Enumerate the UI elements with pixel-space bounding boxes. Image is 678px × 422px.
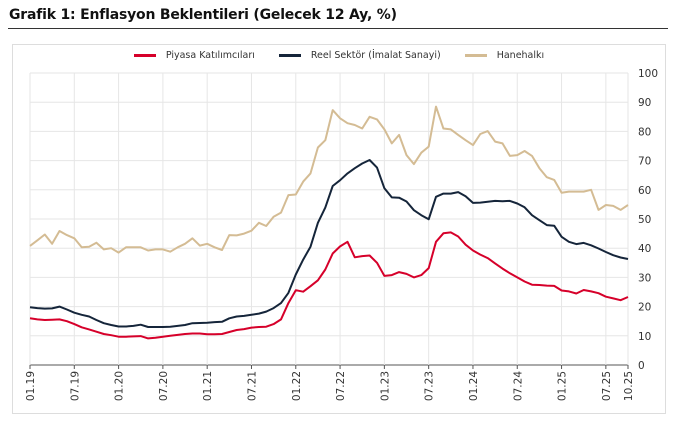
series-line-hanehalk- — [29, 105, 629, 254]
x-tick-label: 07.24 — [512, 371, 524, 401]
legend-swatch — [278, 54, 301, 57]
legend-swatch — [464, 54, 487, 57]
y-tick-label: 40 — [638, 243, 651, 255]
x-tick-label: 01.20 — [114, 371, 126, 401]
series-line-piyasa-kat-l-mc-lar- — [29, 231, 629, 340]
x-tick-label: 01.21 — [202, 371, 214, 401]
x-tick-label: 01.22 — [291, 371, 303, 401]
title-underline — [8, 28, 668, 29]
x-tick-label: 01.25 — [557, 371, 569, 401]
y-tick-label: 100 — [638, 68, 658, 80]
y-tick-label: 30 — [638, 272, 651, 284]
legend-item-piyasa: Piyasa Katılımcıları — [133, 50, 255, 61]
y-tick-label: 90 — [638, 97, 651, 109]
legend-label: Piyasa Katılımcıları — [165, 50, 255, 61]
x-tick-label: 01.24 — [468, 371, 480, 401]
x-tick-label: 07.21 — [246, 371, 258, 401]
y-tick-label: 10 — [638, 331, 651, 343]
legend-label: Reel Sektör (İmalat Sanayi) — [310, 50, 441, 61]
x-tick-label: 07.20 — [158, 371, 170, 401]
legend-label: Hanehalkı — [496, 50, 545, 61]
legend-swatch — [133, 54, 156, 57]
legend: Piyasa Katılımcıları Reel Sektör (İmalat… — [0, 50, 678, 61]
chart-frame — [12, 44, 666, 414]
x-tick-label: 07.23 — [424, 371, 436, 401]
y-tick-label: 0 — [638, 360, 645, 372]
y-tick-label: 20 — [638, 302, 651, 314]
legend-item-hanehalki: Hanehalkı — [464, 50, 545, 61]
x-tick-label: 07.25 — [601, 371, 613, 401]
legend-item-reel-sektor: Reel Sektör (İmalat Sanayi) — [278, 50, 441, 61]
x-tick-label: 07.22 — [335, 371, 347, 401]
x-tick-label: 01.19 — [25, 371, 37, 401]
series-line-reel-sekt-r-i-malat-sanayi- — [29, 159, 629, 328]
x-tick-label: 10.25 — [623, 371, 635, 401]
y-tick-label: 60 — [638, 185, 651, 197]
x-tick-label: 07.19 — [69, 371, 81, 401]
y-tick-label: 50 — [638, 214, 651, 226]
x-tick-label: 01.23 — [379, 371, 391, 401]
chart-title: Grafik 1: Enflasyon Beklentileri (Gelece… — [9, 7, 397, 23]
y-tick-label: 70 — [638, 156, 651, 168]
y-tick-label: 80 — [638, 126, 651, 138]
